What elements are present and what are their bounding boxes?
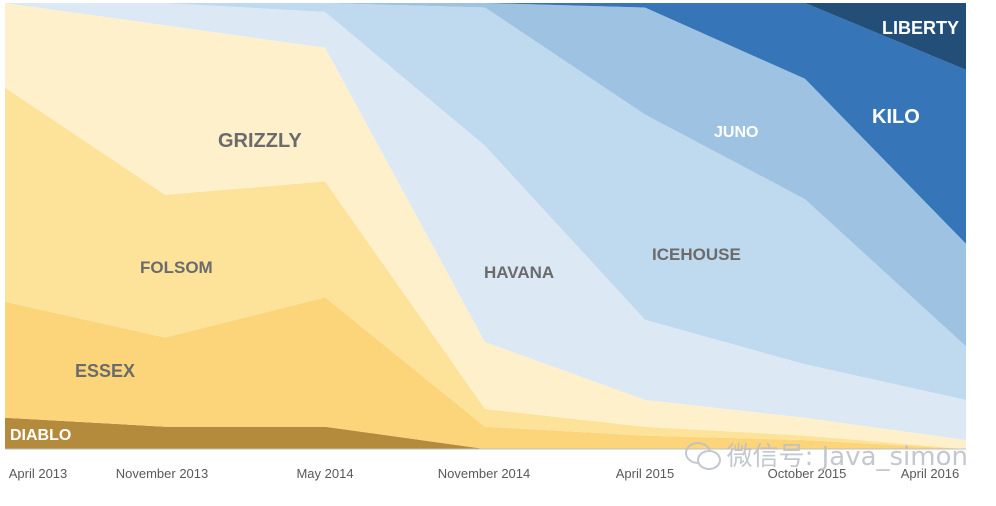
x-tick-label: October 2015 <box>768 466 847 481</box>
area-icehouse <box>5 3 966 400</box>
series-label-folsom: FOLSOM <box>140 258 213 277</box>
series-label-havana: HAVANA <box>484 263 554 282</box>
area-series-group <box>5 3 966 449</box>
series-label-liberty: LIBERTY <box>882 18 959 38</box>
x-tick-label: November 2014 <box>438 466 531 481</box>
area-essex <box>5 297 966 449</box>
watermark-text: 微信号: Java_simon <box>726 442 968 472</box>
series-label-kilo: KILO <box>872 106 920 128</box>
x-tick-label: April 2016 <box>901 466 960 481</box>
x-tick-label: April 2013 <box>9 466 68 481</box>
area-diablo <box>5 417 966 449</box>
x-tick-label: April 2015 <box>616 466 675 481</box>
wechat-icon <box>684 440 721 470</box>
series-label-essex: ESSEX <box>75 361 135 381</box>
series-label-juno: JUNO <box>714 124 758 141</box>
series-label-diablo: DIABLO <box>10 427 71 444</box>
area-juno <box>5 3 966 347</box>
area-grizzly <box>5 3 966 449</box>
wechat-watermark: 微信号: Java_simon <box>684 436 968 473</box>
area-liberty <box>5 3 966 70</box>
x-tick-labels-group: April 2013 November 2013 May 2014 November … <box>9 466 960 481</box>
series-label-grizzly: GRIZZLY <box>218 130 302 152</box>
area-havana <box>5 3 966 441</box>
series-label-icehouse: ICEHOUSE <box>652 245 741 264</box>
area-folsom <box>5 87 966 449</box>
x-tick-label: November 2013 <box>116 466 209 481</box>
series-labels-group: DIABLO ESSEX FOLSOM GRIZZLY HAVANA ICEHO… <box>10 18 959 444</box>
x-tick-label: May 2014 <box>296 466 353 481</box>
